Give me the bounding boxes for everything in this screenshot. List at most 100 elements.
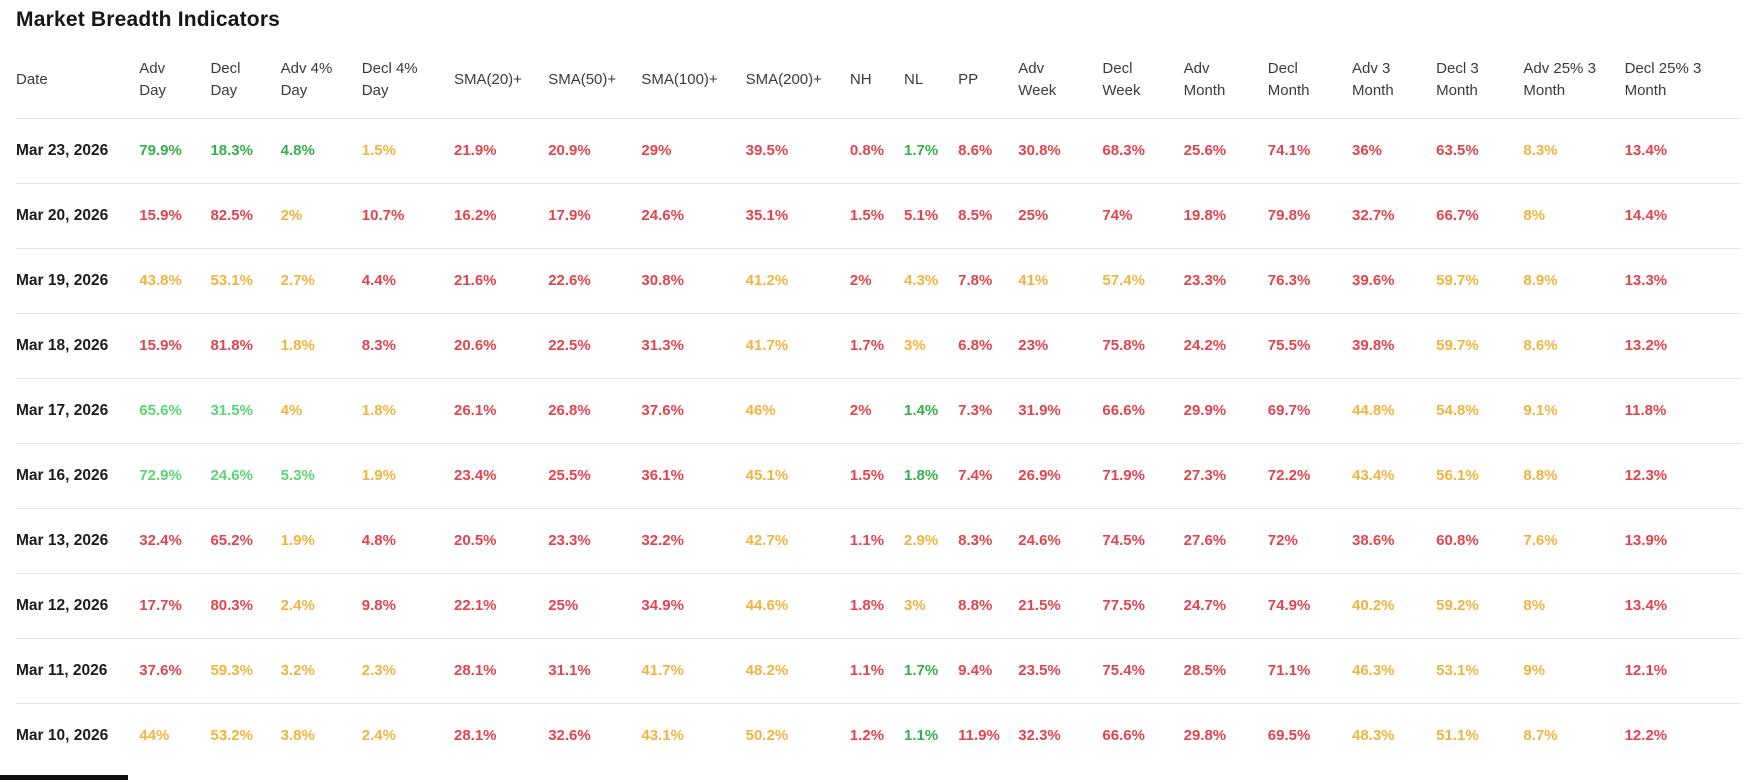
value-cell-adv-25-3-month: 9.1% xyxy=(1523,377,1625,443)
value-cell-adv-month: 27.6% xyxy=(1183,507,1268,573)
value-cell-decl-3-month: 60.8% xyxy=(1436,507,1524,573)
market-breadth-table: Date Adv Day Decl Day Adv 4% Day Decl 4% Day SMA(… xyxy=(16,54,1741,768)
value-cell-nl: 1.7% xyxy=(903,117,959,183)
column-header-adv-day: Adv Day xyxy=(139,60,166,99)
value-cell-decl-week: 66.6% xyxy=(1102,702,1184,768)
value-cell-adv-day: 37.6% xyxy=(139,637,211,703)
column-header-adv-week: Adv Week xyxy=(1018,60,1057,99)
value-cell-decl-month: 71.1% xyxy=(1267,637,1352,703)
value-cell-adv-month: 27.3% xyxy=(1183,442,1268,508)
value-cell-adv-3-month: 48.3% xyxy=(1351,702,1437,768)
value-cell-adv-week: 24.6% xyxy=(1018,507,1103,573)
value-cell-pp: 7.8% xyxy=(958,247,1019,313)
value-cell-decl-month: 76.3% xyxy=(1267,247,1352,313)
value-cell-sma-200: 41.2% xyxy=(745,247,850,313)
value-cell-decl-3-month: 51.1% xyxy=(1436,702,1524,768)
table-row: Mar 18, 2026 15.9% 81.8% 1.8% 8.3% 20.6% 22.5%… xyxy=(16,312,1741,378)
value-cell-adv-3-month: 39.8% xyxy=(1351,312,1437,378)
value-cell-decl-25-3-month: 13.3% xyxy=(1624,247,1741,313)
value-cell-decl-4pct-day: 8.3% xyxy=(361,312,454,378)
value-cell-decl-25-3-month: 14.4% xyxy=(1624,182,1741,248)
column-header-date: Date xyxy=(16,70,48,88)
value-cell-decl-4pct-day: 1.5% xyxy=(361,117,454,183)
value-cell-sma-100: 41.7% xyxy=(641,637,746,703)
value-cell-decl-4pct-day: 10.7% xyxy=(361,182,454,248)
date-cell: Mar 10, 2026 xyxy=(16,702,140,768)
value-cell-decl-week: 75.4% xyxy=(1102,637,1184,703)
value-cell-adv-4pct-day: 2.7% xyxy=(280,247,362,313)
value-cell-decl-week: 77.5% xyxy=(1102,572,1184,638)
partial-next-row xyxy=(0,775,128,780)
column-header-adv-month: Adv Month xyxy=(1183,60,1226,99)
value-cell-adv-day: 79.9% xyxy=(139,117,211,183)
value-cell-nh: 1.2% xyxy=(849,702,904,768)
table-row: Mar 12, 2026 17.7% 80.3% 2.4% 9.8% 22.1% 25% 34… xyxy=(16,572,1741,638)
value-cell-sma-20: 23.4% xyxy=(453,442,549,508)
value-cell-adv-25-3-month: 8.7% xyxy=(1523,702,1625,768)
column-header-sma-20: SMA(20)+ xyxy=(453,70,522,88)
value-cell-nl: 3% xyxy=(903,572,959,638)
table-body: Mar 23, 2026 79.9% 18.3% 4.8% 1.5% 21.9% 20.9%… xyxy=(16,117,1741,768)
table-row: Mar 13, 2026 32.4% 65.2% 1.9% 4.8% 20.5% 23.3%… xyxy=(16,507,1741,573)
value-cell-sma-100: 30.8% xyxy=(641,247,746,313)
value-cell-adv-25-3-month: 8% xyxy=(1523,572,1625,638)
value-cell-sma-50: 23.3% xyxy=(548,507,642,573)
value-cell-nl: 4.3% xyxy=(903,247,959,313)
date-cell: Mar 20, 2026 xyxy=(16,182,140,248)
value-cell-adv-month: 29.9% xyxy=(1183,377,1268,443)
value-cell-decl-week: 57.4% xyxy=(1102,247,1184,313)
value-cell-nh: 2% xyxy=(849,247,904,313)
value-cell-adv-3-month: 38.6% xyxy=(1351,507,1437,573)
column-header-decl-month: Decl Month xyxy=(1267,60,1310,99)
value-cell-adv-month: 28.5% xyxy=(1183,637,1268,703)
value-cell-decl-week: 75.8% xyxy=(1102,312,1184,378)
table-row: Mar 17, 2026 65.6% 31.5% 4% 1.8% 26.1% 26.8% 37… xyxy=(16,377,1741,443)
value-cell-nh: 0.8% xyxy=(849,117,904,183)
column-header-adv-4pct-day: Adv 4% Day xyxy=(280,60,333,99)
value-cell-adv-25-3-month: 9% xyxy=(1523,637,1625,703)
value-cell-adv-4pct-day: 2.4% xyxy=(280,572,362,638)
page-title: Market Breadth Indicators xyxy=(16,8,281,31)
value-cell-sma-200: 50.2% xyxy=(745,702,850,768)
value-cell-decl-4pct-day: 9.8% xyxy=(361,572,454,638)
column-header-decl-4pct-day: Decl 4% Day xyxy=(361,60,418,99)
value-cell-decl-month: 69.5% xyxy=(1267,702,1352,768)
value-cell-adv-day: 15.9% xyxy=(139,182,211,248)
column-header-adv-3-month: Adv 3 Month xyxy=(1351,60,1394,99)
column-header-adv-25-3-month: Adv 25% 3 Month xyxy=(1523,60,1596,99)
value-cell-decl-3-month: 53.1% xyxy=(1436,637,1524,703)
value-cell-decl-month: 72% xyxy=(1267,507,1352,573)
value-cell-adv-4pct-day: 4% xyxy=(280,377,362,443)
value-cell-nh: 1.1% xyxy=(849,637,904,703)
value-cell-sma-100: 37.6% xyxy=(641,377,746,443)
value-cell-pp: 11.9% xyxy=(958,702,1019,768)
value-cell-adv-month: 25.6% xyxy=(1183,117,1268,183)
value-cell-decl-week: 74% xyxy=(1102,182,1184,248)
value-cell-sma-200: 39.5% xyxy=(745,117,850,183)
value-cell-sma-20: 22.1% xyxy=(453,572,549,638)
value-cell-decl-month: 75.5% xyxy=(1267,312,1352,378)
value-cell-decl-month: 69.7% xyxy=(1267,377,1352,443)
table-row: Mar 16, 2026 72.9% 24.6% 5.3% 1.9% 23.4% 25.5%… xyxy=(16,442,1741,508)
value-cell-sma-20: 21.6% xyxy=(453,247,549,313)
value-cell-adv-week: 32.3% xyxy=(1018,702,1103,768)
value-cell-sma-100: 29% xyxy=(641,117,746,183)
value-cell-decl-25-3-month: 13.4% xyxy=(1624,117,1741,183)
value-cell-adv-3-month: 40.2% xyxy=(1351,572,1437,638)
value-cell-adv-month: 29.8% xyxy=(1183,702,1268,768)
value-cell-pp: 8.8% xyxy=(958,572,1019,638)
value-cell-pp: 8.6% xyxy=(958,117,1019,183)
value-cell-decl-month: 79.8% xyxy=(1267,182,1352,248)
value-cell-decl-month: 74.9% xyxy=(1267,572,1352,638)
value-cell-sma-50: 25.5% xyxy=(548,442,642,508)
value-cell-adv-week: 23.5% xyxy=(1018,637,1103,703)
value-cell-pp: 8.5% xyxy=(958,182,1019,248)
value-cell-nl: 5.1% xyxy=(903,182,959,248)
value-cell-nh: 1.1% xyxy=(849,507,904,573)
value-cell-adv-3-month: 36% xyxy=(1351,117,1437,183)
date-cell: Mar 23, 2026 xyxy=(16,117,140,183)
value-cell-sma-20: 16.2% xyxy=(453,182,549,248)
value-cell-adv-week: 25% xyxy=(1018,182,1103,248)
value-cell-sma-50: 17.9% xyxy=(548,182,642,248)
value-cell-sma-100: 43.1% xyxy=(641,702,746,768)
